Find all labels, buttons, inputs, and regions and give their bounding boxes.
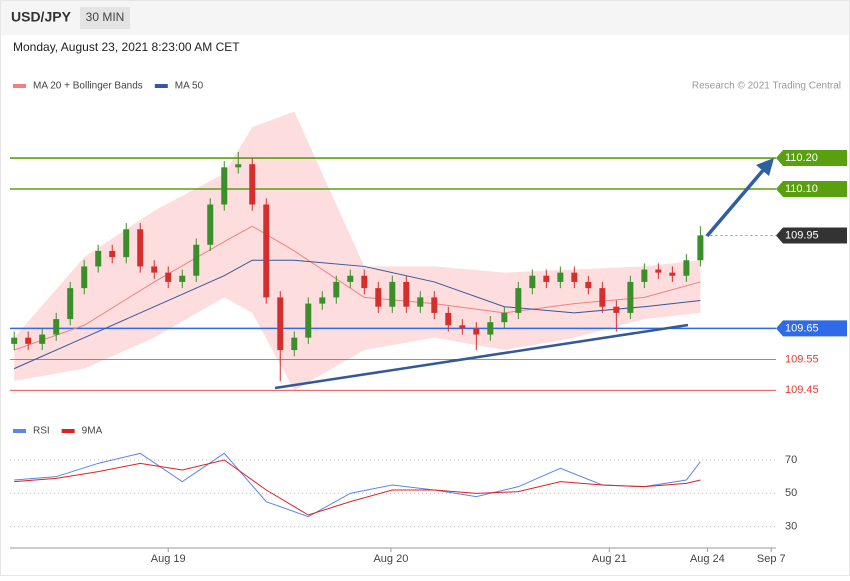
candle-body xyxy=(641,269,648,282)
candle-body xyxy=(473,328,480,335)
candle-body xyxy=(515,288,522,313)
candle-body xyxy=(375,288,382,307)
legend-swatch xyxy=(154,84,168,88)
level-label: 109.65 xyxy=(785,322,819,334)
candle-body xyxy=(445,312,452,326)
candle-body xyxy=(151,266,158,273)
candle-body xyxy=(459,325,466,329)
source: Research © 2021 Trading Central xyxy=(692,81,841,92)
level-box xyxy=(776,181,847,198)
x-tick-label: Sep 7 xyxy=(757,553,786,565)
candle-body xyxy=(683,260,690,276)
candle-body xyxy=(529,275,536,289)
candle-body xyxy=(53,319,60,335)
level-label: 110.10 xyxy=(785,183,818,195)
candle-body xyxy=(585,281,592,289)
candle-body xyxy=(571,272,578,282)
candle-body xyxy=(39,334,46,344)
candle-body xyxy=(319,297,326,304)
candle-body xyxy=(25,337,32,344)
candle-body xyxy=(263,204,270,298)
level-label: 109.95 xyxy=(785,229,819,241)
legend-label: 9MA xyxy=(82,426,103,437)
level-box xyxy=(776,320,847,337)
candle-body xyxy=(655,269,662,273)
x-tick-label: Aug 19 xyxy=(151,553,186,565)
x-tick-label: Aug 24 xyxy=(690,553,725,565)
candle-body xyxy=(95,250,102,267)
candle-body xyxy=(67,288,74,320)
candle-body xyxy=(627,281,634,313)
candle-body xyxy=(291,337,298,351)
legend-swatch xyxy=(61,429,75,433)
candle-body xyxy=(487,322,494,335)
legend-swatch xyxy=(13,429,26,433)
candle-body xyxy=(669,272,676,276)
candle-body xyxy=(431,297,438,313)
y-tick-label: 30 xyxy=(785,521,797,533)
candle-body xyxy=(417,297,424,307)
candle-body xyxy=(333,281,340,298)
bollinger-band xyxy=(14,111,701,391)
rsi-line xyxy=(14,459,701,516)
candle-body xyxy=(249,164,256,205)
candle-body xyxy=(361,275,368,289)
legend-label: MA 50 xyxy=(175,81,204,92)
ma-line xyxy=(14,225,701,351)
candle-body xyxy=(613,306,620,313)
candle-body xyxy=(165,272,172,282)
level-label: 110.20 xyxy=(785,152,818,164)
ma-line xyxy=(13,259,701,370)
candle-body xyxy=(277,297,284,351)
candle-body xyxy=(207,204,214,245)
subtitle: Monday, August 23, 2021 8:23:00 AM CET xyxy=(13,40,240,54)
level-box xyxy=(776,150,847,167)
header-bar xyxy=(1,1,849,35)
candle-body xyxy=(697,235,704,261)
timeframe[interactable]: 30 MIN xyxy=(86,10,125,24)
candle-body xyxy=(137,229,144,267)
candle-body xyxy=(543,275,550,282)
chart-title: USD/JPY xyxy=(11,9,72,25)
legend-label: RSI xyxy=(33,426,50,437)
candle-body xyxy=(403,281,410,307)
trendline xyxy=(274,323,689,390)
candle-body xyxy=(557,272,564,282)
candle-body xyxy=(347,275,354,282)
candle-body xyxy=(599,288,606,307)
candle-body xyxy=(235,164,242,168)
candle-body xyxy=(109,250,116,258)
candle-body xyxy=(81,266,88,289)
candle-body xyxy=(305,303,312,338)
candle-body xyxy=(11,337,18,344)
arrow-shaft xyxy=(705,166,767,238)
y-tick-label: 70 xyxy=(785,454,797,466)
legend-swatch xyxy=(13,84,26,88)
candle-body xyxy=(193,244,200,276)
arrow-head xyxy=(756,158,774,176)
legend-label: MA 20 + Bollinger Bands xyxy=(33,81,143,92)
candle-body xyxy=(123,229,130,258)
level-box xyxy=(776,227,847,244)
candle-body xyxy=(179,275,186,282)
x-tick-label: Aug 20 xyxy=(373,553,408,565)
candle-body xyxy=(389,281,396,307)
level-label: 109.45 xyxy=(785,384,819,396)
level-label: 109.55 xyxy=(785,353,819,365)
timeframe-box[interactable] xyxy=(80,7,130,29)
candle-body xyxy=(221,167,228,205)
candle-body xyxy=(501,312,508,323)
x-tick-label: Aug 21 xyxy=(592,553,627,565)
y-tick-label: 50 xyxy=(785,487,797,499)
